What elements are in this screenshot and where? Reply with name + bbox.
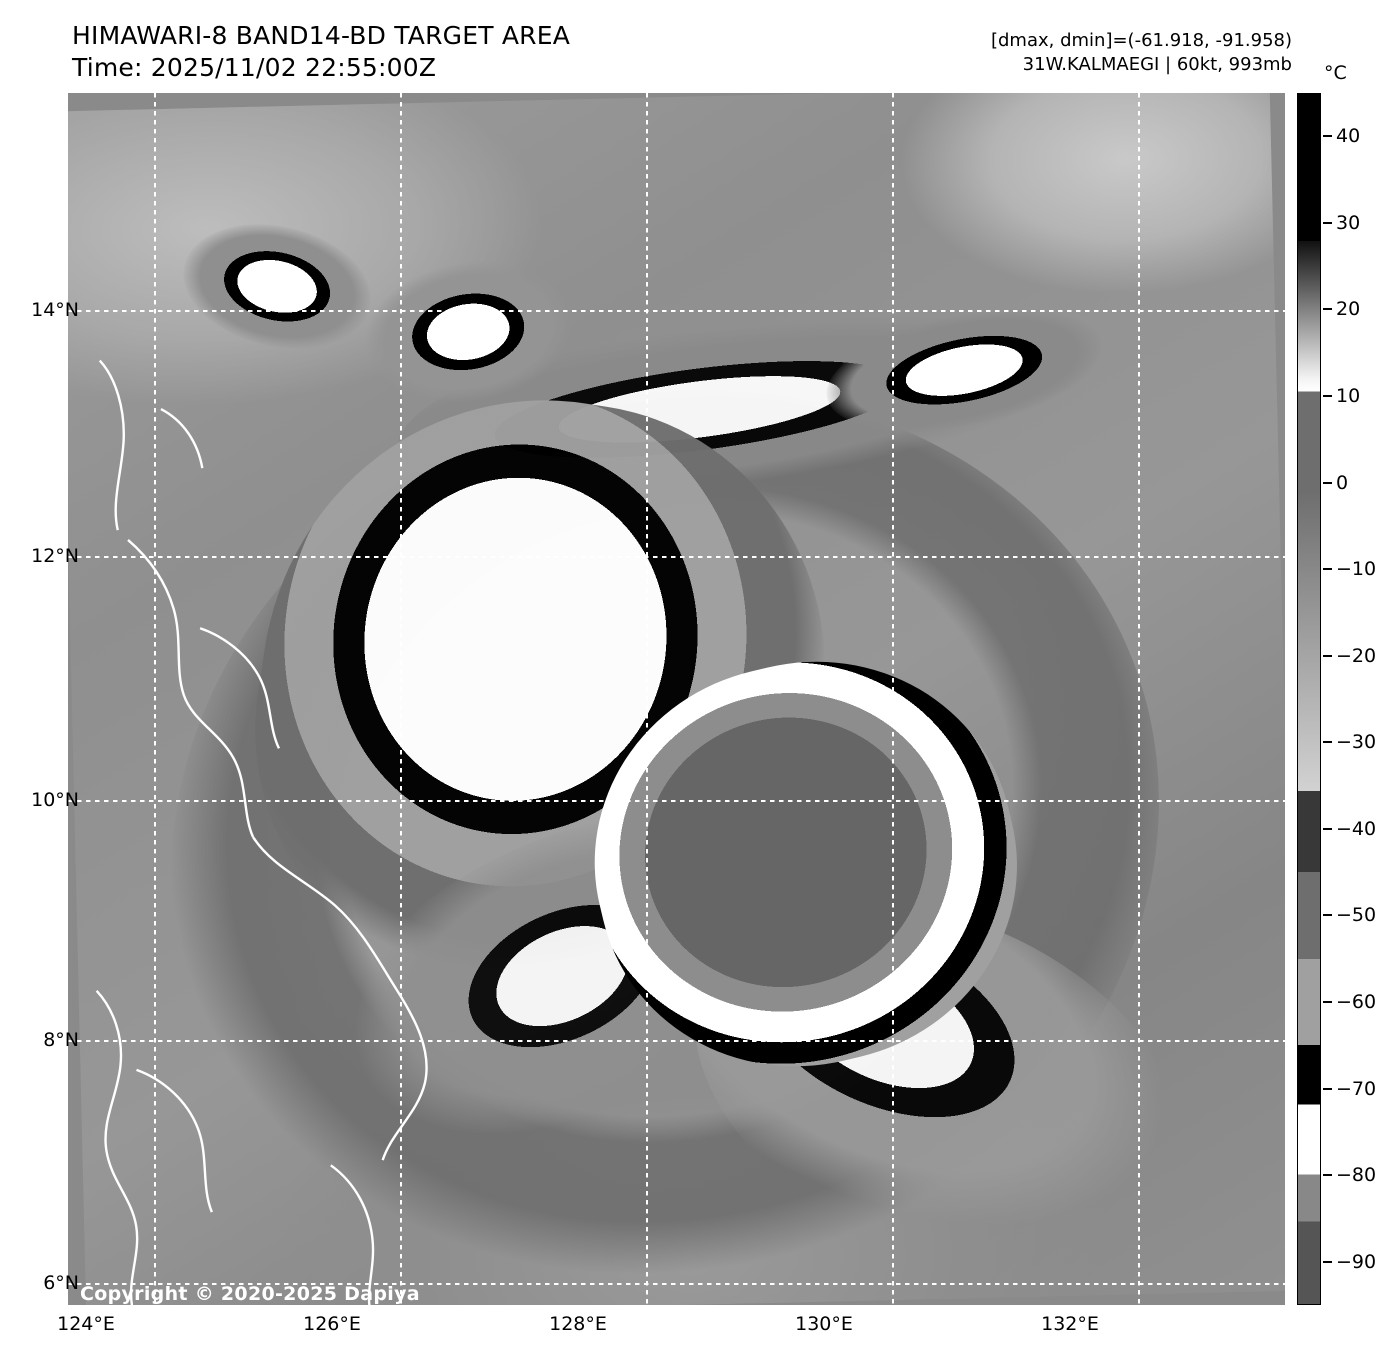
colorbar-tick-label: −80 xyxy=(1336,1164,1377,1187)
satellite-raster xyxy=(68,93,1285,1305)
axis-label-lat-10: 10°N xyxy=(31,789,79,811)
colorbar-tick-label: −90 xyxy=(1336,1250,1377,1273)
colorbar-tick-label: −50 xyxy=(1336,904,1377,927)
satellite-raster-data xyxy=(68,93,1285,1305)
colorbar-tick xyxy=(1323,221,1332,224)
data-range-label: [dmax, dmin]=(-61.918, -91.958) xyxy=(990,30,1292,51)
colorbar-tick xyxy=(1323,395,1332,397)
colorbar-tick xyxy=(1323,827,1332,830)
axis-label-lat-12: 12°N xyxy=(31,545,79,567)
colorbar-tick-label: −70 xyxy=(1336,1077,1377,1100)
colorbar-tick xyxy=(1323,568,1332,571)
colorbar xyxy=(1297,93,1321,1305)
page-title: HIMAWARI-8 BAND14-BD TARGET AREA xyxy=(72,21,571,50)
colorbar-tick-label: −20 xyxy=(1336,644,1377,667)
title-block: HIMAWARI-8 BAND14-BD TARGET AREA Time: 2… xyxy=(72,20,570,83)
colorbar-tick xyxy=(1323,914,1332,917)
colorbar-tick-label: 0 xyxy=(1336,471,1349,494)
axis-label-lon-130: 130°E xyxy=(795,1313,853,1335)
colorbar-tick-label: 10 xyxy=(1336,385,1361,407)
coastline-overlay xyxy=(95,359,428,1305)
axis-label-lat-8: 8°N xyxy=(43,1029,79,1051)
colorbar-tick-label: 20 xyxy=(1336,298,1361,321)
colorbar-tick xyxy=(1323,1087,1332,1090)
colorbar-tick-label: −30 xyxy=(1336,731,1377,754)
colorbar-tick xyxy=(1323,1260,1332,1263)
colorbar-tick xyxy=(1323,481,1332,484)
axis-label-lat-14: 14°N xyxy=(31,299,79,321)
colorbar-tick-label: −60 xyxy=(1336,991,1377,1013)
colorbar-tick-label: −40 xyxy=(1336,817,1377,840)
metadata-block: [dmax, dmin]=(-61.918, -91.958) 31W.KALM… xyxy=(991,29,1292,77)
colorbar-tick xyxy=(1323,1174,1332,1177)
timestamp-label: Time: 2025/11/02 22:55:00Z xyxy=(72,52,437,82)
colorbar-tick xyxy=(1323,135,1332,138)
colorbar-tick xyxy=(1323,741,1332,744)
axis-label-lon-132: 132°E xyxy=(1041,1313,1099,1335)
colorbar-tick-label: 40 xyxy=(1336,125,1361,148)
axis-label-lon-124: 124°E xyxy=(57,1313,115,1335)
satellite-image-plot xyxy=(68,93,1285,1305)
axis-label-lat-6: 6°N xyxy=(43,1272,79,1294)
colorbar-tick xyxy=(1323,654,1332,657)
colorbar-tick-label: 30 xyxy=(1336,211,1361,234)
colorbar-tick xyxy=(1323,308,1332,311)
axis-label-lon-128: 128°E xyxy=(549,1313,607,1335)
axis-label-lon-126: 126°E xyxy=(303,1313,361,1335)
copyright-label: Copyright © 2020-2025 Dapiya xyxy=(80,1283,420,1305)
colorbar-tick-label: −10 xyxy=(1336,558,1377,581)
colorbar-tick xyxy=(1323,1001,1332,1003)
colorbar-unit-label: °C xyxy=(1324,62,1347,84)
storm-info-label: 31W.KALMAEGI | 60kt, 993mb xyxy=(1022,53,1292,75)
